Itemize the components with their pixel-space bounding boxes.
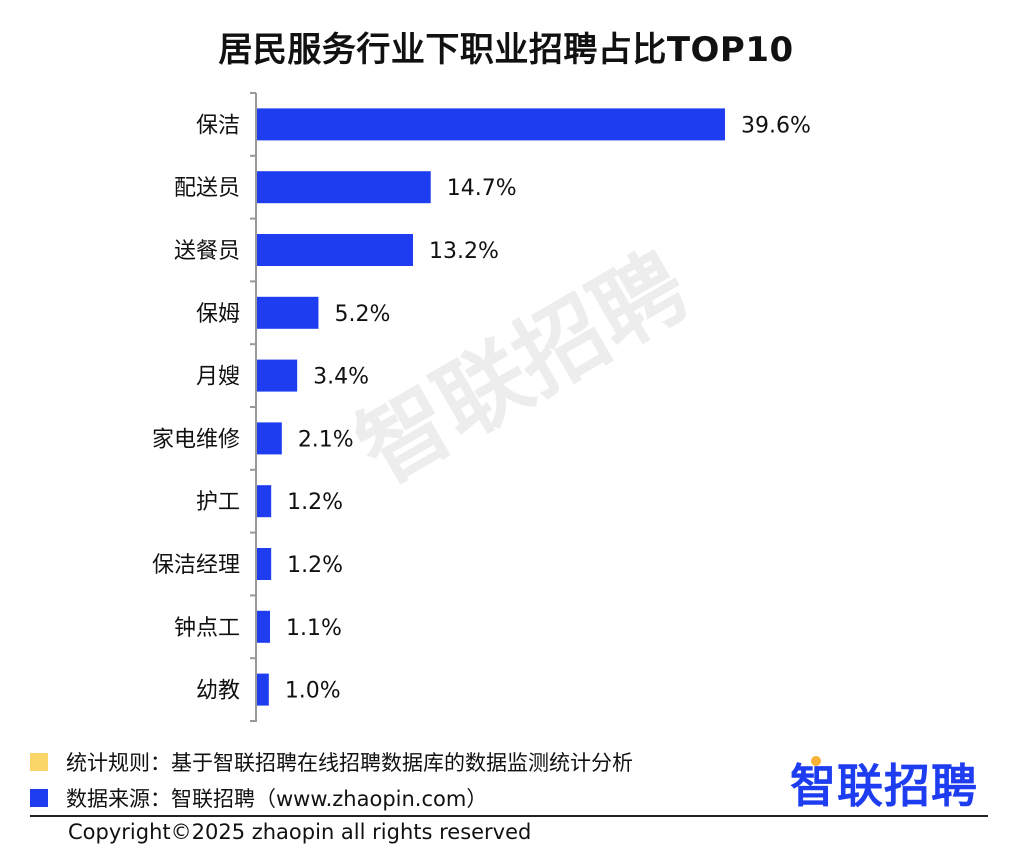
bar (257, 108, 725, 141)
bar (257, 673, 269, 706)
bar (257, 296, 319, 329)
bar (257, 422, 282, 455)
category-label: 保洁经理 (152, 553, 240, 578)
legend-source: 数据来源：智联招聘（www.zhaopin.com） (30, 783, 487, 813)
value-label: 3.4% (313, 365, 369, 390)
value-label: 13.2% (429, 239, 499, 264)
bar (257, 171, 431, 204)
legend-swatch-source (30, 789, 48, 807)
value-label: 1.1% (286, 616, 342, 641)
category-label: 送餐员 (174, 239, 240, 264)
category-label: 家电维修 (152, 427, 240, 452)
footer-divider (30, 815, 988, 817)
category-label: 保姆 (196, 302, 240, 327)
category-label: 月嫂 (196, 365, 240, 390)
bar (257, 610, 270, 643)
value-label: 5.2% (334, 302, 390, 327)
copyright-text: Copyright©2025 zhaopin all rights reserv… (68, 820, 532, 844)
value-label: 1.2% (287, 553, 343, 578)
legend-rule: 统计规则：基于智联招聘在线招聘数据库的数据监测统计分析 (30, 747, 633, 777)
category-label: 配送员 (174, 176, 240, 201)
bar (257, 234, 413, 266)
value-label: 14.7% (447, 176, 517, 201)
brand-logo: 智联招聘 (790, 759, 978, 813)
brand-logo-dot (811, 756, 821, 766)
bar (257, 359, 298, 392)
category-label: 护工 (196, 490, 240, 515)
category-label: 保洁 (196, 113, 240, 138)
category-label: 幼教 (196, 679, 240, 704)
value-label: 1.2% (287, 490, 343, 515)
category-label: 钟点工 (174, 616, 240, 641)
value-label: 39.6% (741, 113, 811, 138)
value-label: 2.1% (298, 427, 354, 452)
bar (257, 548, 272, 580)
value-label: 1.0% (285, 679, 341, 704)
bar (257, 485, 272, 518)
legend-text-source: 数据来源：智联招聘（www.zhaopin.com） (66, 787, 488, 811)
legend-text-rule: 统计规则：基于智联招聘在线招聘数据库的数据监测统计分析 (66, 751, 633, 775)
chart-title: 居民服务行业下职业招聘占比TOP10 (218, 30, 794, 70)
legend-swatch-rule (30, 753, 48, 771)
